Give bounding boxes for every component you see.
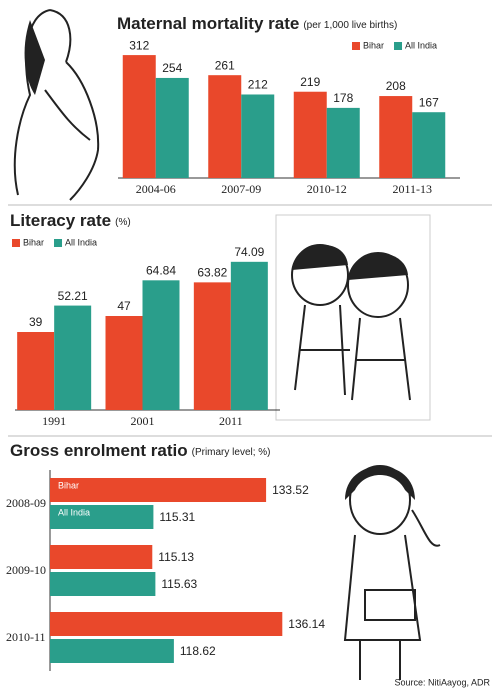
subtitle: (%) [115,217,131,228]
value-label: 208 [386,79,406,93]
x-tick-label: 2001 [131,414,155,428]
chart-title: Literacy rate (%) [10,211,131,230]
value-label: 133.52 [272,483,309,497]
value-label: 312 [129,38,149,52]
bar [142,280,180,410]
legend-label: All India [58,507,90,517]
bar [155,77,189,178]
bar [293,91,327,178]
bar [50,572,156,596]
bar [105,316,143,410]
chart-title: Maternal mortality rate (per 1,000 live b… [117,14,397,33]
legend-swatch [12,239,20,247]
legend-swatch [394,42,403,50]
value-label: 261 [215,58,235,72]
x-tick-label: 2004-06 [136,182,176,196]
bar [17,332,55,410]
illustration-woman [13,9,100,201]
bar [50,612,283,636]
value-label: 47 [117,299,131,313]
value-label: 63.82 [197,266,227,280]
illustration-frame [275,214,431,421]
source: Source: NitiAayog, ADR [394,677,490,687]
bar [50,478,267,502]
bar [50,639,174,663]
legend-label: Bihar [363,40,384,50]
value-label: 115.63 [161,577,197,591]
value-label: 52.21 [58,289,88,303]
value-label: 115.31 [159,510,195,524]
illustration-girl [343,465,441,680]
bar [193,282,231,410]
legend-label: All India [65,237,97,247]
bar [326,107,360,178]
value-label: 39 [29,315,43,329]
title-text: Maternal mortality rate [117,14,299,33]
bar [50,545,153,569]
value-label: 118.62 [180,644,216,658]
value-label: 212 [248,78,268,92]
bar [122,55,156,178]
value-label: 115.13 [158,550,194,564]
subtitle: (Primary level; %) [192,447,271,458]
x-tick-label: 2011-13 [392,182,432,196]
title-text: Literacy rate [10,211,111,230]
title-text: Gross enrolment ratio [10,441,188,460]
value-label: 167 [419,95,439,109]
value-label: 178 [333,91,353,105]
legend-label: Bihar [58,480,79,490]
value-label: 74.09 [234,245,264,259]
y-tick-label: 2008-09 [6,496,46,510]
chart-title: Gross enrolment ratio (Primary level; %) [10,441,271,460]
legend-label: Bihar [23,237,44,247]
x-tick-label: 2007-09 [221,182,261,196]
x-tick-label: 2010-12 [307,182,347,196]
bar [230,261,268,410]
bar [412,112,446,178]
illustration-children [275,214,431,421]
bar [54,305,92,410]
value-label: 219 [300,75,320,89]
legend-swatch [352,42,360,50]
x-tick-label: 2011 [219,414,243,428]
x-tick-label: 1991 [42,414,66,428]
legend-swatch [54,239,63,247]
value-label: 64.84 [146,263,176,277]
bar [50,505,154,529]
value-label: 136.14 [288,617,325,631]
bar [379,96,413,178]
y-tick-label: 2009-10 [6,563,46,577]
value-label: 254 [162,61,182,75]
legend-label: All India [405,40,437,50]
bar [241,94,275,178]
bar [208,75,242,178]
subtitle: (per 1,000 live births) [303,20,397,31]
y-tick-label: 2010-11 [6,630,46,644]
